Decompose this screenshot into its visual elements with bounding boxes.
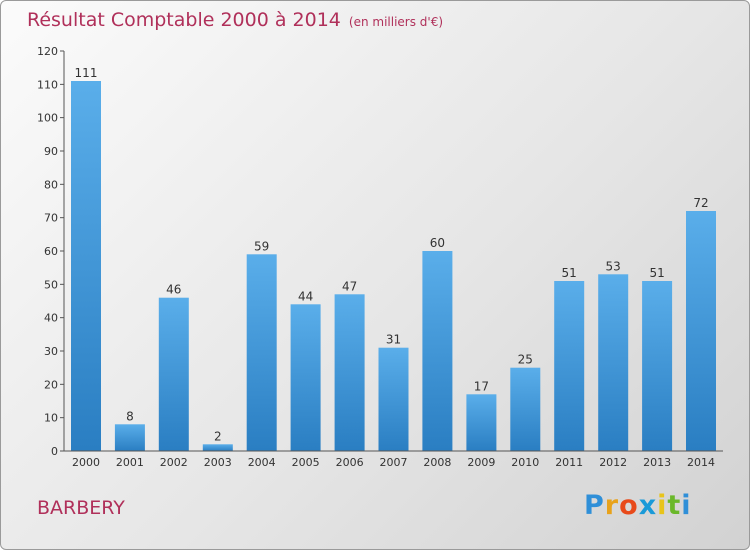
value-label-2008: 60 [430, 236, 445, 250]
value-label-2012: 53 [606, 259, 621, 273]
value-label-2009: 17 [474, 379, 489, 393]
value-label-2004: 59 [254, 239, 269, 253]
y-tick-110: 110 [37, 78, 58, 91]
logo-letter: P [584, 490, 605, 521]
bar-2003 [202, 444, 233, 451]
bar-2000 [71, 81, 101, 451]
y-tick-60: 60 [44, 245, 58, 258]
x-tick-2009: 2009 [467, 456, 495, 469]
y-tick-10: 10 [44, 412, 58, 425]
y-tick-50: 50 [44, 278, 58, 291]
value-label-2002: 46 [166, 283, 181, 297]
bar-2005 [290, 304, 321, 451]
logo-letter: o [619, 490, 639, 521]
logo-letter: r [604, 490, 620, 521]
value-label-2014: 72 [693, 196, 708, 210]
x-tick-2002: 2002 [160, 456, 188, 469]
logo-letter: i [657, 490, 668, 521]
x-tick-2004: 2004 [248, 456, 276, 469]
x-tick-2014: 2014 [687, 456, 715, 469]
value-label-2006: 47 [342, 279, 357, 293]
value-label-2007: 31 [386, 333, 401, 347]
x-tick-2008: 2008 [423, 456, 451, 469]
y-tick-30: 30 [44, 345, 58, 358]
logo-letter: t [667, 490, 682, 521]
y-tick-70: 70 [44, 212, 58, 225]
value-label-2000: 111 [75, 66, 98, 80]
bar-2008 [422, 251, 453, 451]
y-tick-100: 100 [37, 112, 58, 125]
x-tick-2003: 2003 [204, 456, 232, 469]
bar-2007 [378, 347, 409, 451]
x-tick-2006: 2006 [336, 456, 364, 469]
x-tick-2010: 2010 [511, 456, 539, 469]
logo-letter: x [638, 490, 658, 521]
x-tick-2001: 2001 [116, 456, 144, 469]
bar-2014 [686, 211, 716, 451]
bar-2009 [466, 394, 497, 451]
value-label-2011: 51 [562, 266, 577, 280]
logo-letter: i [681, 490, 692, 521]
value-label-2003: 2 [214, 429, 222, 443]
value-label-2005: 44 [298, 289, 313, 303]
bar-2004 [246, 254, 277, 451]
bar-2011 [554, 281, 585, 451]
bar-2013 [642, 281, 673, 451]
y-tick-0: 0 [51, 445, 58, 458]
x-tick-2011: 2011 [555, 456, 583, 469]
chart-title-main: Résultat Comptable 2000 à 2014 [27, 9, 341, 31]
value-label-2001: 8 [126, 409, 134, 423]
bar-2006 [334, 294, 365, 451]
bars-group: 111 8 46 2 59 44 47 31 60 17 25 51 53 51 72 [71, 66, 716, 451]
bar-2012 [598, 274, 629, 451]
chart-title: Résultat Comptable 2000 à 2014 (en millie… [27, 9, 443, 31]
value-label-2013: 51 [649, 266, 664, 280]
y-tick-40: 40 [44, 312, 58, 325]
y-tick-90: 90 [44, 145, 58, 158]
x-tick-2013: 2013 [643, 456, 671, 469]
proxiti-logo: Proxiti [584, 490, 692, 521]
x-tick-2012: 2012 [599, 456, 627, 469]
bar-2002 [158, 297, 189, 451]
y-tick-80: 80 [44, 178, 58, 191]
x-tick-2000: 2000 [72, 456, 100, 469]
y-tick-20: 20 [44, 378, 58, 391]
chart-unit-note: (en milliers d'€) [348, 15, 444, 29]
x-tick-2007: 2007 [380, 456, 408, 469]
commune-name: BARBERY [37, 497, 125, 519]
value-label-2010: 25 [518, 353, 533, 367]
bar-2001 [114, 424, 145, 451]
axes-group: 2000 2001 2002 2003 2004 2005 2006 2007 2008 2009… [37, 45, 723, 469]
bar-2010 [510, 367, 541, 451]
y-tick-120: 120 [37, 45, 58, 58]
x-tick-2005: 2005 [292, 456, 320, 469]
